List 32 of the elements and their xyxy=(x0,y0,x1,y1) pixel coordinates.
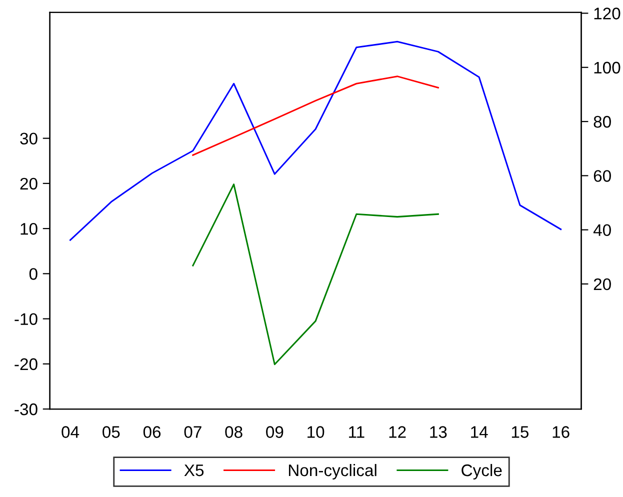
x-tick-label: 06 xyxy=(143,426,161,438)
line-series xyxy=(70,40,562,241)
x-tick-label: 10 xyxy=(308,426,324,438)
y2-tick-label: 80 xyxy=(594,116,611,128)
x-tick-label: 08 xyxy=(225,426,242,438)
y2-tick-label: 60 xyxy=(594,170,611,182)
y2-tick-label: 100 xyxy=(594,62,620,74)
y2-tick-label: 120 xyxy=(594,8,620,20)
y-tick-label: 10 xyxy=(20,222,38,235)
x-tick-label: 15 xyxy=(512,426,529,438)
x-tick-label: 09 xyxy=(266,426,284,438)
x-tick-label: 11 xyxy=(349,426,364,438)
y2-tick-label: 20 xyxy=(594,278,611,290)
x-tick-label: 05 xyxy=(102,426,120,438)
y-tick-label: 30 xyxy=(20,132,38,145)
legend-label: Non-cyclical xyxy=(288,464,376,480)
line-series xyxy=(192,184,439,366)
x-tick-label: 12 xyxy=(389,426,406,438)
y2-tick-label: 40 xyxy=(593,224,611,236)
line-series xyxy=(192,76,439,156)
x-tick-label: 07 xyxy=(184,426,202,438)
legend-label: Cycle xyxy=(462,464,502,480)
x-tick-label: 13 xyxy=(430,426,447,438)
y-tick-label: 0 xyxy=(29,268,38,280)
y-tick-label: -10 xyxy=(14,313,38,325)
y-tick-label: -30 xyxy=(14,403,38,416)
x-tick-label: 16 xyxy=(552,426,570,438)
y-tick-label: 20 xyxy=(20,178,38,190)
legend-label: X5 xyxy=(184,464,204,476)
x-tick-label: 14 xyxy=(471,426,488,438)
x-tick-label: 04 xyxy=(62,426,80,438)
y-tick-label: -20 xyxy=(14,358,38,370)
